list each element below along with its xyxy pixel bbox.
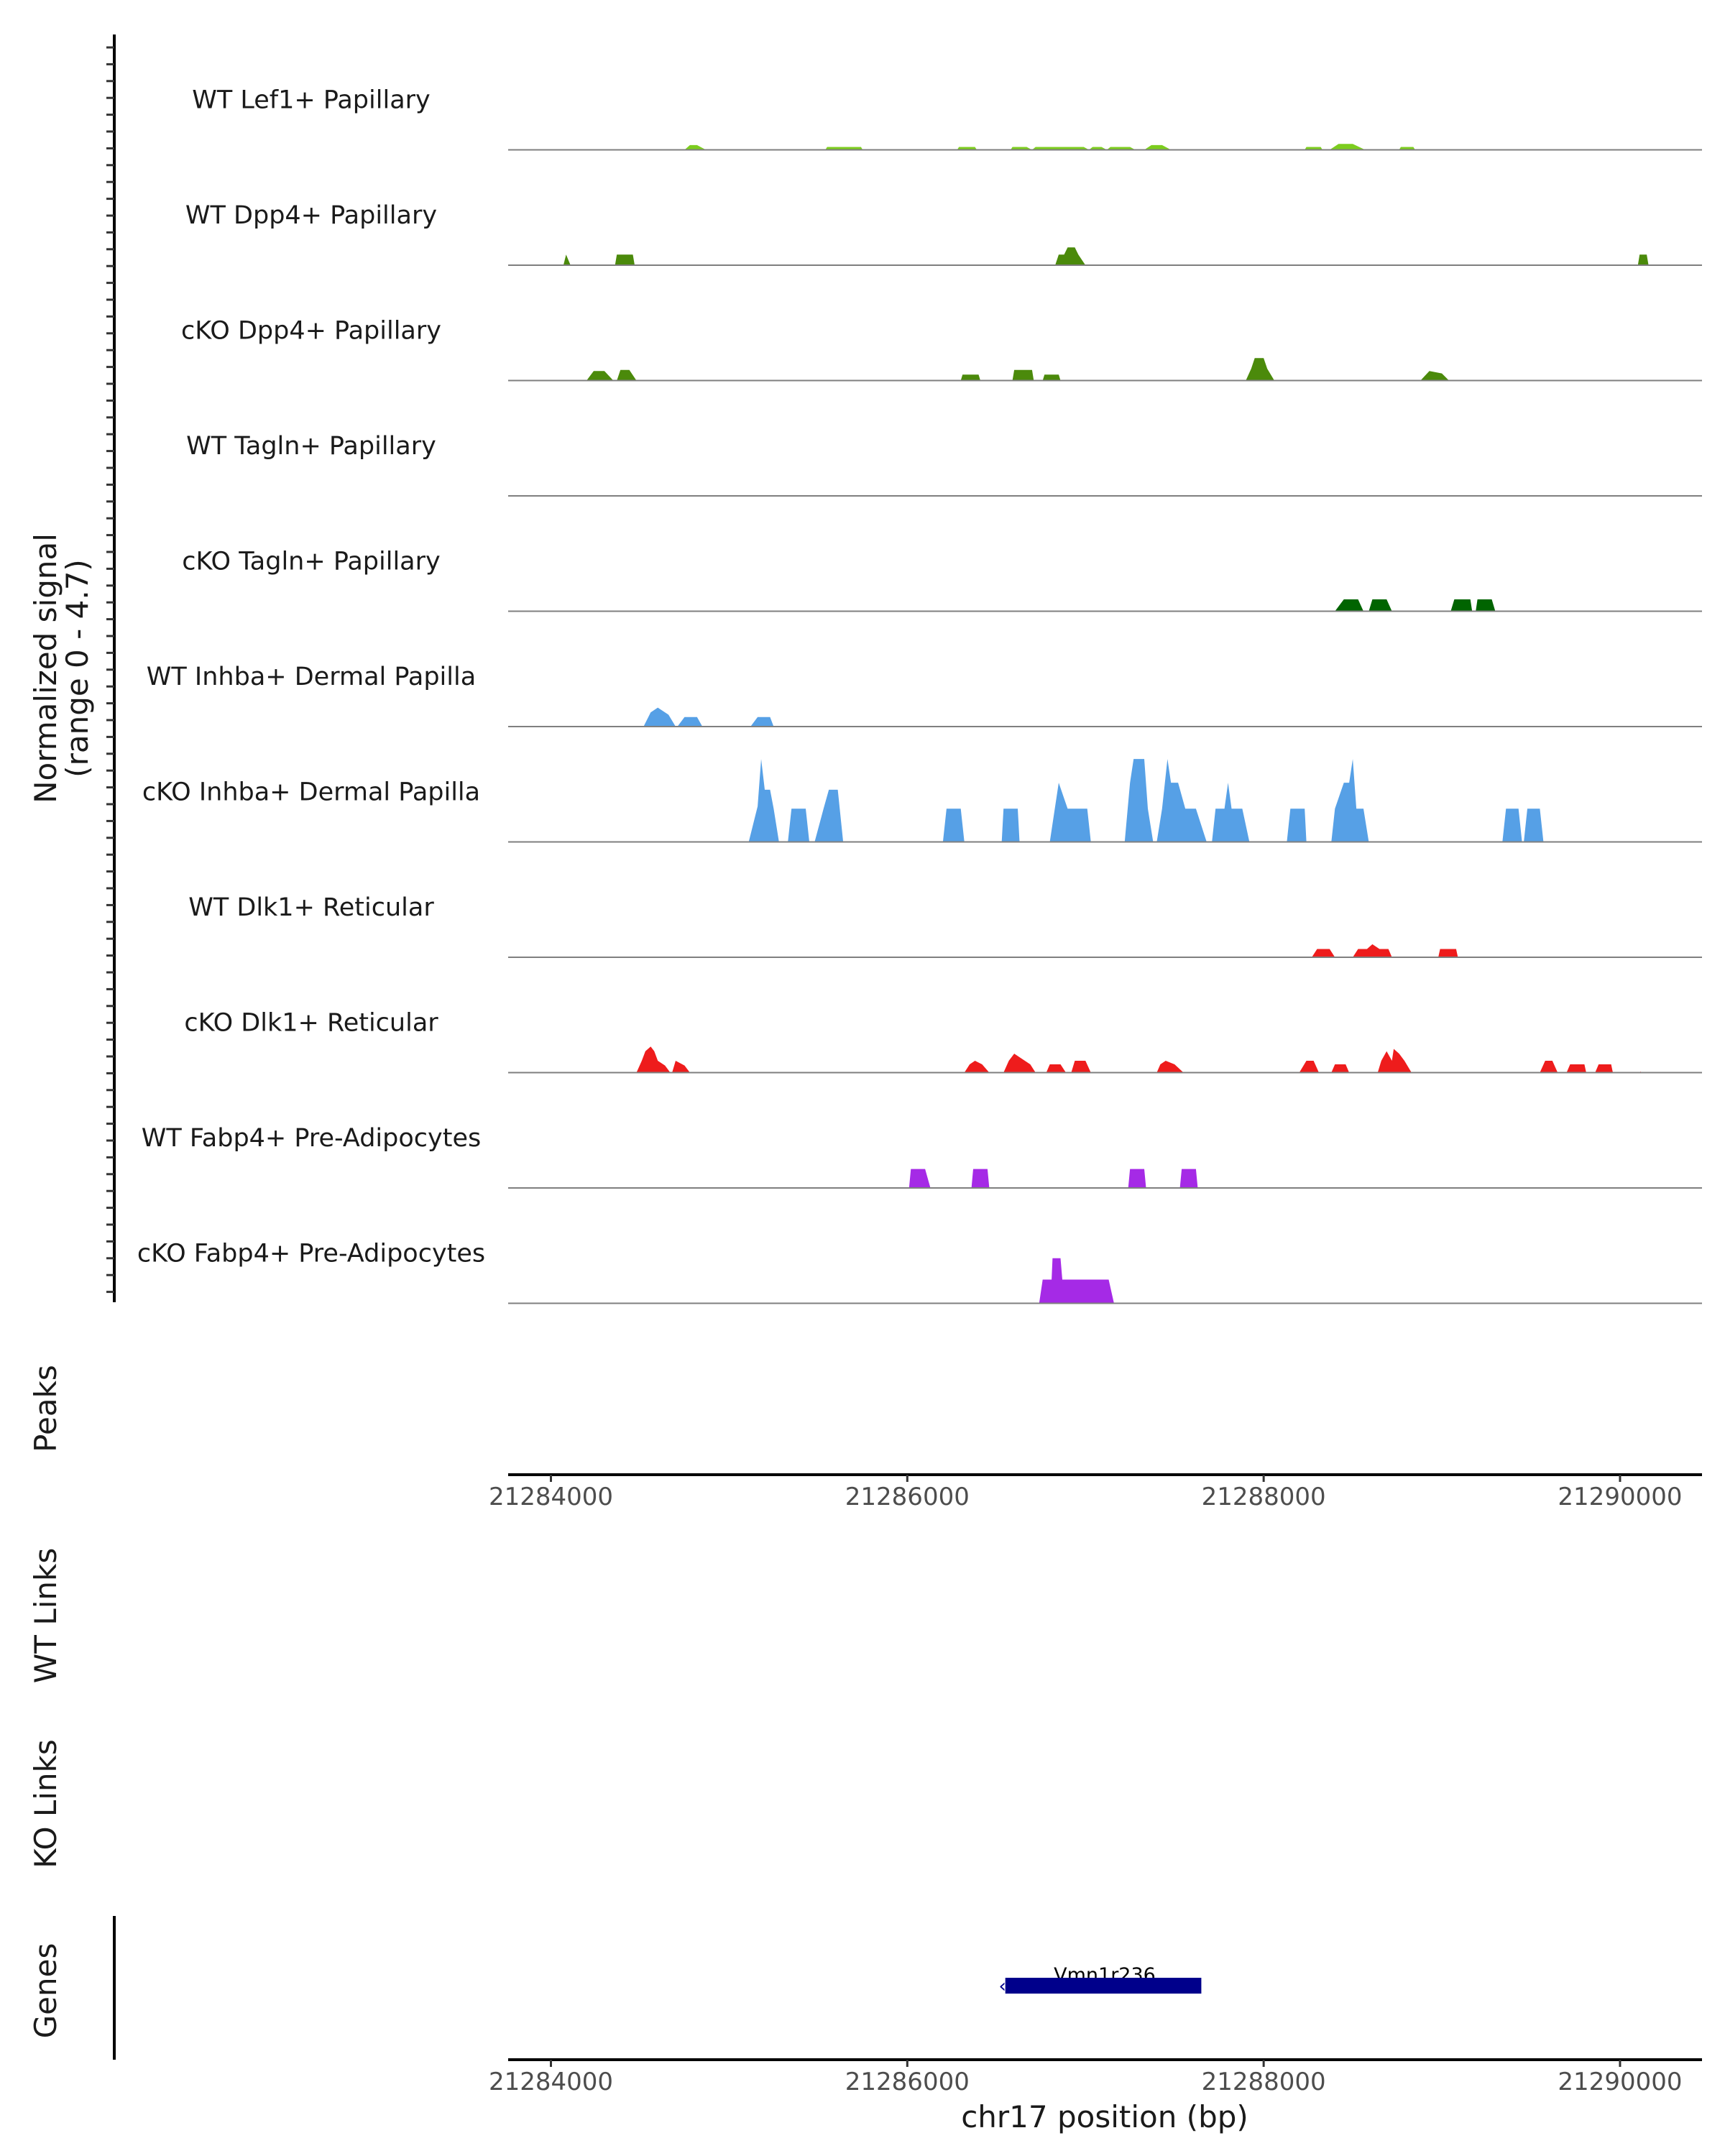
track-wt-lef1-papillary: WT Lef1+ Papillary bbox=[192, 86, 1702, 151]
signal-area-wt-lef1-papillary bbox=[684, 144, 1415, 150]
track-label: WT Lef1+ Papillary bbox=[192, 86, 431, 115]
y-axis-range: (range 0 - 4.7) bbox=[60, 559, 95, 778]
peaks-label: Peaks bbox=[28, 1365, 63, 1452]
track-cko-dpp4-papillary: cKO Dpp4+ Papillary bbox=[181, 317, 1702, 382]
x-tick-label: 21290000 bbox=[1558, 1483, 1682, 1511]
signal-area-cko-dlk1-reticular bbox=[636, 1046, 1642, 1073]
signal-area-wt-dpp4-papillary bbox=[563, 247, 1649, 265]
track-cko-tagln-papillary: cKO Tagln+ Papillary bbox=[182, 548, 1702, 612]
signal-area-cko-dpp4-papillary bbox=[586, 358, 1449, 381]
track-label: WT Inhba+ Dermal Papilla bbox=[147, 663, 476, 691]
track-label: cKO Fabp4+ Pre-Adipocytes bbox=[137, 1240, 485, 1268]
x-tick-label: 21288000 bbox=[1202, 1483, 1326, 1511]
y-ticks bbox=[106, 46, 114, 1294]
track-cko-inhba-dermal-papilla: cKO Inhba+ Dermal Papilla bbox=[142, 759, 1702, 843]
x-tick-label: 21288000 bbox=[1202, 2068, 1326, 2096]
track-label: cKO Inhba+ Dermal Papilla bbox=[142, 778, 480, 807]
x-tick-label: 21286000 bbox=[845, 2068, 970, 2096]
x-tick-label: 21284000 bbox=[489, 2068, 613, 2096]
x-tick-label: 21290000 bbox=[1558, 2068, 1682, 2096]
track-wt-dlk1-reticular: WT Dlk1+ Reticular bbox=[188, 893, 1702, 958]
ko-links-label: KO Links bbox=[28, 1739, 63, 1869]
track-label: cKO Dlk1+ Reticular bbox=[184, 1009, 438, 1038]
gene-strand-arrow-icon: ‹ bbox=[998, 1976, 1006, 1997]
signal-area-wt-inhba-dermal-papilla bbox=[643, 707, 774, 727]
x-ticks-bottom: 21284000 21286000 21288000 21290000 bbox=[489, 2060, 1682, 2096]
x-ticks-top: 21284000 21286000 21288000 21290000 bbox=[489, 1475, 1682, 1511]
signal-area-wt-fabp4-pre-adipocytes bbox=[908, 1169, 1198, 1188]
gene-track: Vmn1r236 ‹ bbox=[998, 1964, 1202, 1997]
track-wt-dpp4-papillary: WT Dpp4+ Papillary bbox=[185, 201, 1702, 266]
track-label: WT Fabp4+ Pre-Adipocytes bbox=[142, 1124, 481, 1153]
track-label: WT Dlk1+ Reticular bbox=[188, 893, 434, 922]
track-label: WT Dpp4+ Papillary bbox=[185, 201, 437, 230]
track-wt-inhba-dermal-papilla: WT Inhba+ Dermal Papilla bbox=[147, 663, 1702, 727]
genes-label: Genes bbox=[28, 1943, 63, 2039]
track-layer: WT Lef1+ Papillary WT Dpp4+ Papillary cKO … bbox=[137, 86, 1702, 1304]
track-cko-fabp4-pre-adipocytes: cKO Fabp4+ Pre-Adipocytes bbox=[137, 1240, 1702, 1304]
signal-area-cko-inhba-dermal-papilla bbox=[748, 759, 1544, 842]
track-label: WT Tagln+ Papillary bbox=[186, 432, 436, 461]
signal-area-wt-dlk1-reticular bbox=[1312, 944, 1458, 957]
track-wt-fabp4-pre-adipocytes: WT Fabp4+ Pre-Adipocytes bbox=[142, 1124, 1702, 1189]
gene-body-vmn1r236 bbox=[1005, 1978, 1202, 1994]
signal-area-cko-fabp4-pre-adipocytes bbox=[1039, 1258, 1114, 1304]
signal-area-cko-tagln-papillary bbox=[1335, 599, 1496, 612]
track-wt-tagln-papillary: WT Tagln+ Papillary bbox=[186, 432, 1702, 497]
track-cko-dlk1-reticular: cKO Dlk1+ Reticular bbox=[184, 1009, 1702, 1074]
track-label: cKO Tagln+ Papillary bbox=[182, 548, 441, 576]
x-tick-label: 21284000 bbox=[489, 1483, 613, 1511]
x-tick-label: 21286000 bbox=[845, 1483, 970, 1511]
y-axis-title: Normalized signal bbox=[28, 533, 63, 803]
track-label: cKO Dpp4+ Papillary bbox=[181, 317, 441, 346]
wt-links-label: WT Links bbox=[28, 1548, 63, 1683]
x-axis-title: chr17 position (bp) bbox=[961, 2099, 1248, 2134]
